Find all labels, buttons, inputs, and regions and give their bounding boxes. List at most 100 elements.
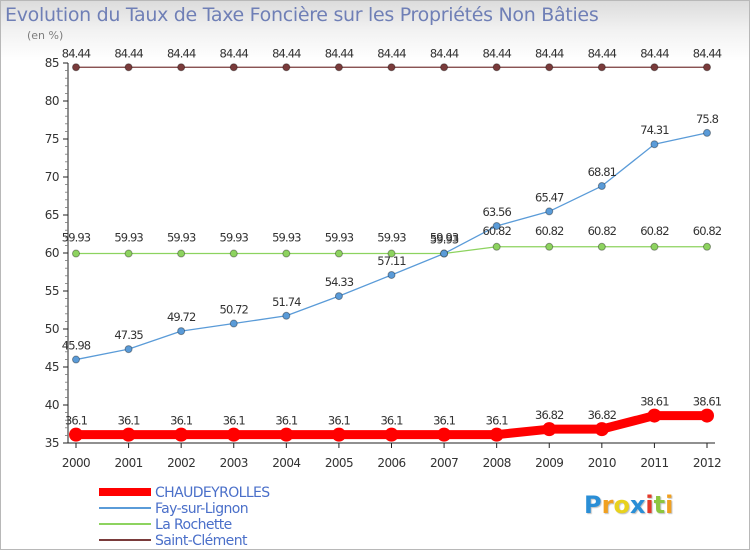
series-point-3 (124, 63, 133, 72)
series-point-0 (437, 427, 452, 442)
x-tick-label: 2007 (430, 456, 458, 470)
data-label-0: 36.1 (486, 414, 509, 428)
series-point-0 (384, 427, 399, 442)
data-label-1: 63.56 (482, 205, 511, 219)
y-tick-label: 45 (45, 360, 59, 374)
data-label-0: 36.1 (380, 414, 403, 428)
series-point-1 (492, 221, 501, 230)
legend-swatch (99, 523, 151, 525)
series-point-2 (177, 249, 186, 258)
data-label-0: 36.1 (170, 414, 193, 428)
logo-letter: P (584, 491, 602, 519)
data-label-2: 59.93 (272, 231, 301, 245)
data-label-3: 84.44 (588, 46, 617, 60)
x-tick-label: 2004 (272, 456, 300, 470)
series-point-0 (489, 427, 504, 442)
data-label-0: 38.61 (640, 395, 669, 409)
series-point-1 (229, 319, 238, 328)
data-label-0: 36.1 (275, 414, 298, 428)
data-label-1: 57.11 (377, 254, 406, 268)
data-label-2: 59.93 (167, 231, 196, 245)
data-label-2: 59.93 (325, 231, 354, 245)
x-tick-label: 2002 (167, 456, 195, 470)
series-point-1 (72, 355, 80, 364)
data-label-0: 38.61 (693, 395, 722, 409)
data-label-3: 84.44 (272, 46, 301, 60)
series-point-0 (594, 422, 609, 437)
x-tick-label: 2009 (535, 456, 563, 470)
proxiti-logo: Proxiti (584, 491, 673, 519)
data-label-0: 36.1 (433, 414, 456, 428)
data-label-2: 59.93 (62, 231, 91, 245)
chart-title: Evolution du Taux de Taxe Foncière sur l… (5, 4, 599, 26)
series-point-2 (492, 242, 501, 251)
data-label-1: 51.74 (272, 295, 301, 309)
x-tick-label: 2012 (693, 456, 721, 470)
data-label-1: 59.93 (430, 233, 459, 247)
data-label-2: 60.82 (535, 224, 564, 238)
series-point-1 (650, 140, 659, 149)
y-tick-label: 60 (45, 246, 59, 260)
series-point-1 (387, 270, 396, 279)
data-label-3: 84.44 (693, 46, 722, 60)
data-label-3: 84.44 (535, 46, 564, 60)
series-point-3 (334, 63, 343, 72)
data-label-2: 59.93 (114, 231, 143, 245)
data-label-0: 36.1 (118, 414, 141, 428)
data-label-2: 60.82 (693, 224, 722, 238)
x-tick-label: 2001 (115, 456, 143, 470)
series-point-3 (597, 63, 606, 72)
data-label-2: 60.82 (588, 224, 617, 238)
data-label-2: 59.93 (377, 231, 406, 245)
series-point-0 (279, 427, 294, 442)
data-label-1: 49.72 (167, 310, 196, 324)
series-point-3 (387, 63, 396, 72)
data-label-2: 60.82 (482, 224, 511, 238)
legend-label: Saint-Clément (155, 533, 247, 549)
x-tick-label: 2006 (377, 456, 405, 470)
series-point-1 (703, 128, 711, 137)
data-label-3: 84.44 (114, 46, 143, 60)
data-label-0: 36.1 (65, 414, 88, 428)
data-label-1: 65.47 (535, 190, 564, 204)
data-label-0: 36.82 (588, 408, 617, 422)
data-label-1: 75.8 (696, 112, 719, 126)
series-point-2 (545, 242, 554, 251)
chart-subtitle: (en %) (27, 29, 64, 42)
x-tick-label: 2010 (588, 456, 616, 470)
legend-swatch (99, 507, 151, 509)
data-label-0: 36.82 (535, 408, 564, 422)
data-label-3: 84.44 (325, 46, 354, 60)
data-label-3: 84.44 (430, 46, 459, 60)
legend-label: CHAUDEYROLLES (155, 485, 270, 501)
series-point-2 (597, 242, 606, 251)
series-point-0 (647, 408, 662, 423)
y-tick-label: 80 (45, 94, 59, 108)
series-point-2 (334, 249, 343, 258)
series-point-3 (492, 63, 501, 72)
x-tick-label: 2005 (325, 456, 353, 470)
series-point-3 (650, 63, 659, 72)
series-point-2 (650, 242, 659, 251)
logo-letter: r (601, 491, 614, 519)
data-label-3: 84.44 (220, 46, 249, 60)
series-point-3 (229, 63, 238, 72)
series-point-1 (334, 292, 343, 301)
series-point-0 (226, 427, 241, 442)
series-point-3 (545, 63, 554, 72)
series-point-2 (124, 249, 133, 258)
data-label-3: 84.44 (377, 46, 406, 60)
data-label-3: 84.44 (167, 46, 196, 60)
y-tick-label: 50 (45, 322, 59, 336)
series-point-2 (72, 249, 80, 258)
y-tick-label: 75 (45, 132, 59, 146)
logo-letter: i (665, 491, 674, 519)
logo-letter: x (629, 491, 646, 519)
data-label-0: 36.1 (223, 414, 246, 428)
y-tick-label: 35 (45, 436, 59, 450)
data-label-1: 45.98 (62, 339, 91, 353)
legend-swatch (99, 488, 151, 496)
y-tick-label: 85 (45, 56, 59, 70)
